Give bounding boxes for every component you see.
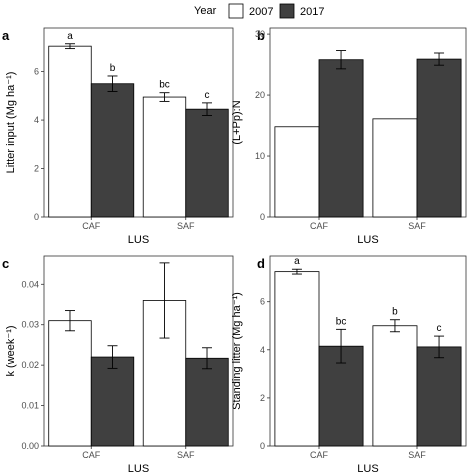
- significance-label: bc: [336, 316, 347, 327]
- bar-2007-CAF: [274, 271, 320, 447]
- significance-label: c: [437, 323, 442, 334]
- x-tick-label: CAF: [82, 450, 101, 460]
- significance-label: b: [392, 307, 398, 318]
- significance-label: a: [294, 256, 300, 267]
- bar-2007-CAF: [48, 320, 92, 447]
- x-tick-label: SAF: [177, 450, 195, 460]
- panel-a: a 0 2 4 6 Litter input (Mg ha⁻¹) LUS CAF a b SAF bc…: [2, 27, 234, 246]
- legend-title: Year: [194, 5, 217, 17]
- x-tick-label: SAF: [408, 221, 426, 231]
- y-tick-label: 6: [260, 297, 265, 307]
- x-axis-label: LUS: [128, 234, 149, 246]
- y-tick-label: 0.00: [21, 441, 39, 451]
- x-axis-label: LUS: [357, 234, 378, 246]
- y-tick-label: 0.02: [21, 360, 39, 370]
- bar-2007-CAF: [274, 126, 320, 218]
- bar-2017-CAF: [90, 83, 135, 218]
- x-tick-label: SAF: [408, 450, 426, 460]
- y-tick-label: 20: [255, 90, 265, 100]
- panel-letter: c: [2, 256, 9, 271]
- significance-label: bc: [159, 80, 170, 91]
- y-axis-label: Standing litter (Mg ha⁻¹): [231, 292, 243, 410]
- legend-swatch-2007: [228, 3, 244, 19]
- y-tick-label: 2: [260, 393, 265, 403]
- bar-2007-SAF: [142, 96, 187, 218]
- y-tick-label: 0: [260, 212, 265, 222]
- plot-frame: [269, 27, 467, 218]
- y-tick-label: 0: [260, 441, 265, 451]
- y-tick-label: 4: [260, 345, 265, 355]
- bar-2007-SAF: [372, 325, 418, 447]
- significance-label: a: [67, 31, 73, 42]
- legend: Year 2007 2017: [194, 3, 324, 19]
- x-axis-label: LUS: [128, 463, 149, 474]
- panel-letter: b: [257, 28, 265, 43]
- bar-2017-CAF: [318, 59, 364, 218]
- panel-c: c 0.00 0.01 0.02 0.03 0.04 k (week⁻¹) LUS CAF SAF: [2, 255, 234, 474]
- y-tick-label: 0: [34, 212, 39, 222]
- x-tick-label: CAF: [310, 221, 329, 231]
- significance-label: b: [110, 63, 116, 74]
- bar-2017-CAF: [90, 356, 135, 447]
- plot-frame: [43, 27, 234, 218]
- x-tick-label: CAF: [82, 221, 101, 231]
- panel-b: b 0 10 20 30 (L+Pp):N LUS CAF SAF: [231, 27, 467, 246]
- significance-label: c: [205, 90, 210, 101]
- bar-2017-SAF: [416, 58, 462, 218]
- legend-label-2017: 2017: [300, 6, 324, 18]
- y-tick-label: 30: [255, 29, 265, 39]
- y-tick-label: 2: [34, 164, 39, 174]
- panel-letter: d: [257, 256, 265, 271]
- bar-2007-CAF: [48, 45, 92, 218]
- y-tick-label: 0.04: [21, 279, 39, 289]
- y-tick-label: 0.03: [21, 320, 39, 330]
- y-axis-label: (L+Pp):N: [231, 100, 243, 144]
- y-axis-label: Litter input (Mg ha⁻¹): [5, 72, 17, 174]
- bar-2007-SAF: [372, 118, 418, 218]
- plot-frame: [269, 255, 467, 447]
- panel-letter: a: [2, 28, 10, 43]
- bar-2017-SAF: [185, 108, 229, 218]
- y-tick-label: 10: [255, 151, 265, 161]
- legend-label-2007: 2007: [249, 6, 273, 18]
- bar-2017-SAF: [416, 346, 462, 447]
- legend-swatch-2017: [279, 3, 295, 19]
- y-tick-label: 6: [34, 67, 39, 77]
- x-tick-label: CAF: [310, 450, 329, 460]
- y-tick-label: 0.01: [21, 401, 39, 411]
- x-axis-label: LUS: [357, 463, 378, 474]
- y-tick-label: 4: [34, 115, 39, 125]
- bar-2017-SAF: [185, 357, 229, 447]
- x-tick-label: SAF: [177, 221, 195, 231]
- plot-frame: [43, 255, 234, 447]
- y-axis-label: k (week⁻¹): [5, 325, 17, 376]
